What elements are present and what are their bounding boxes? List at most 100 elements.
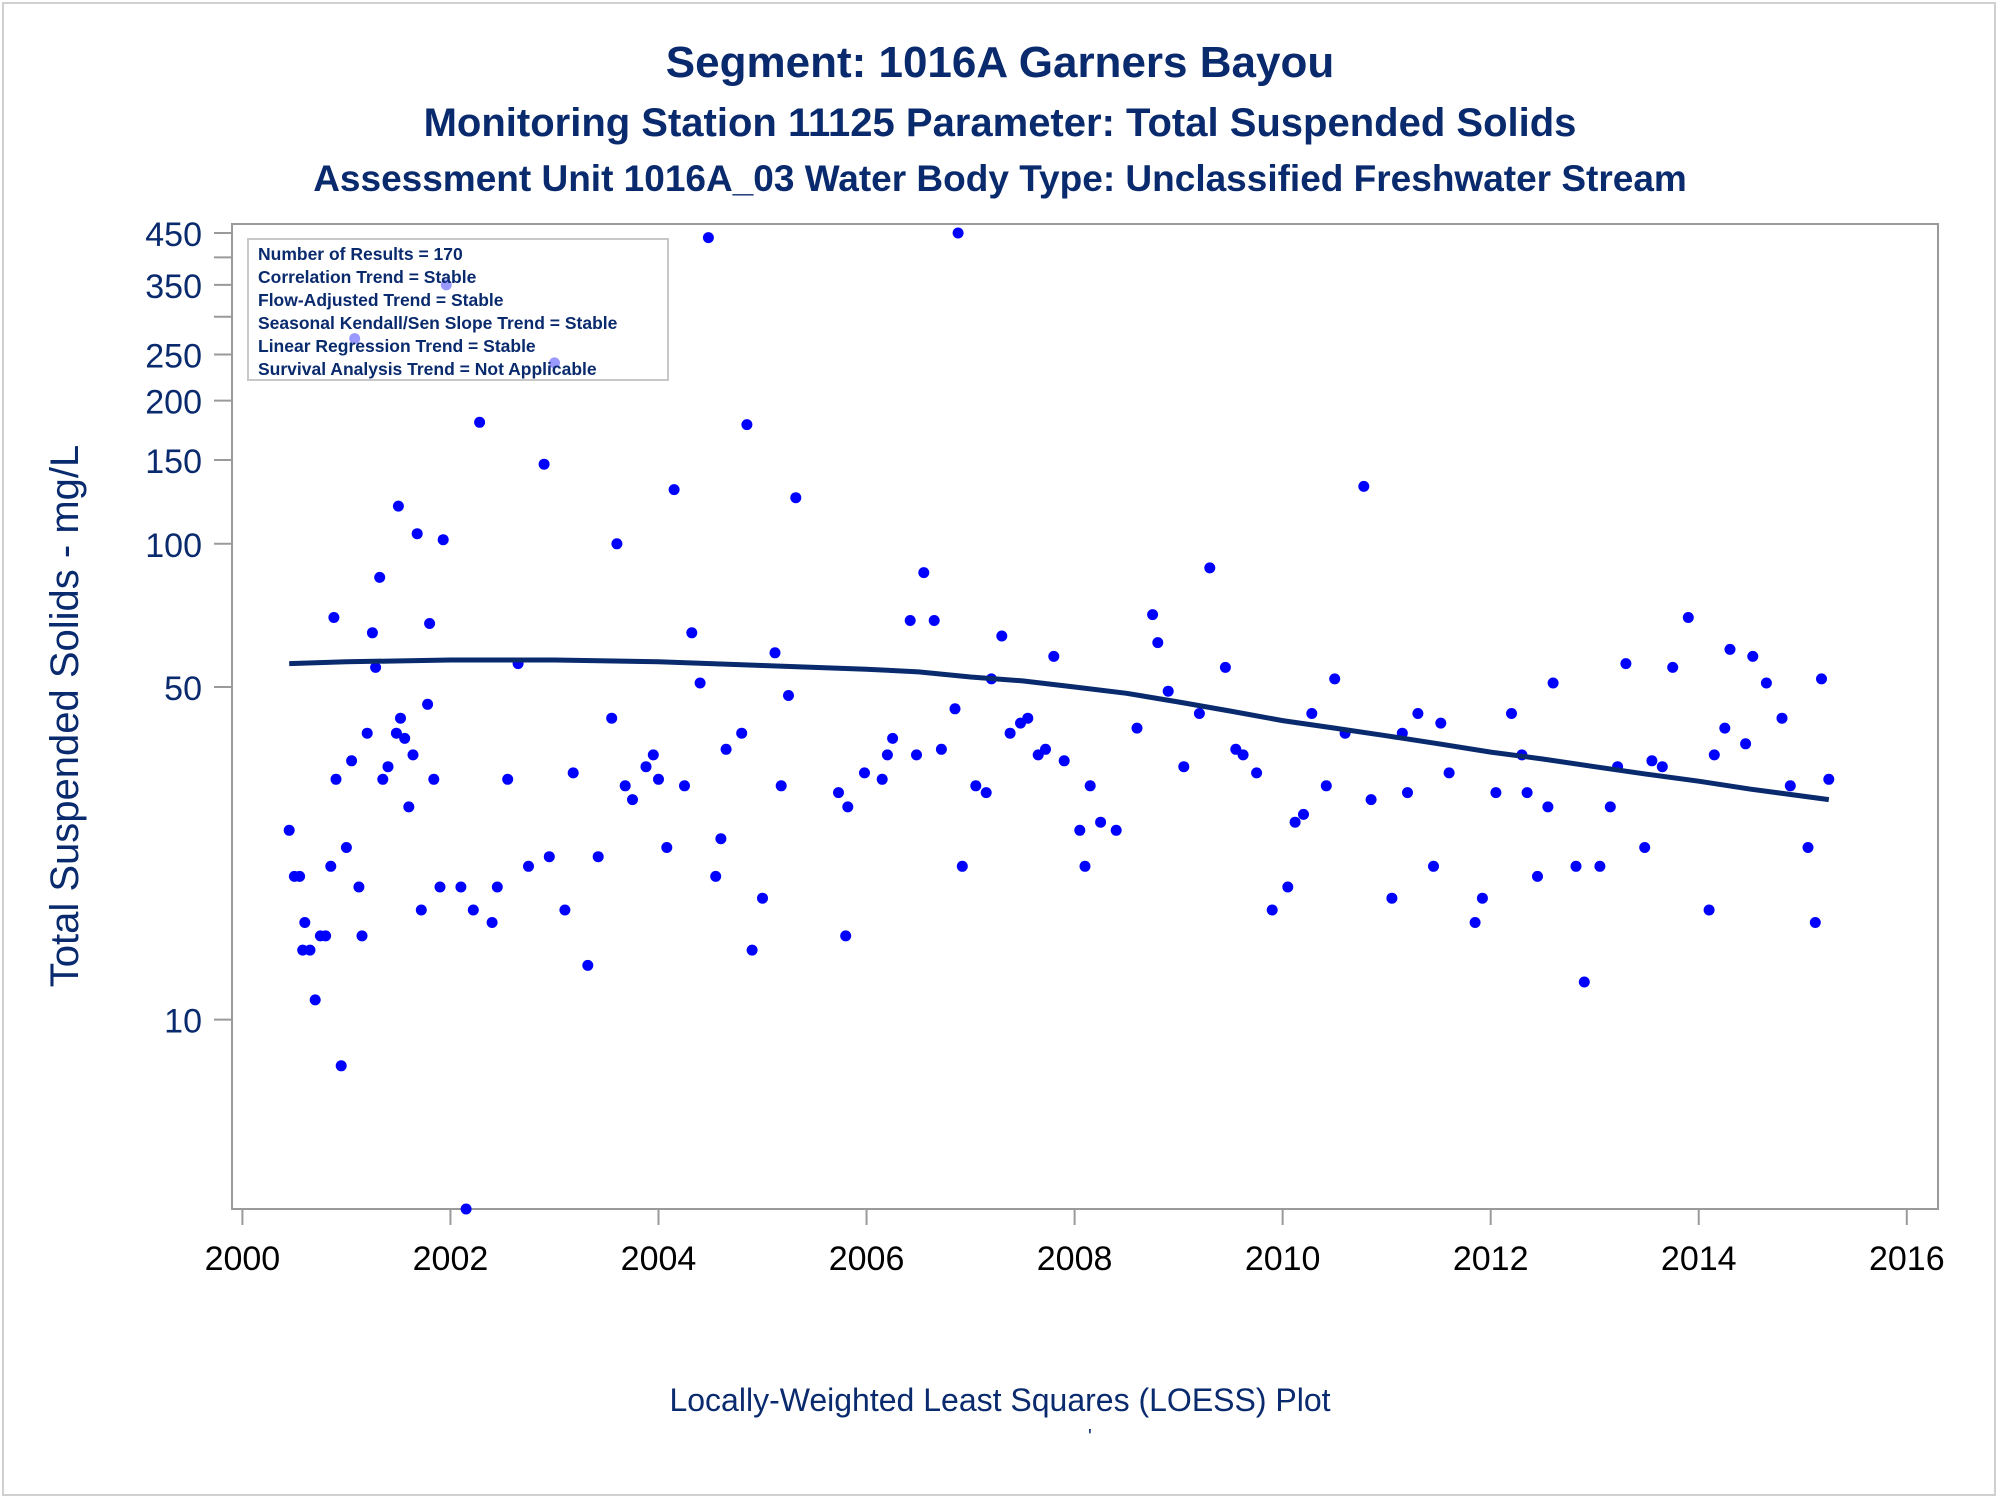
data-point <box>935 743 947 755</box>
data-point <box>1219 661 1231 673</box>
y-tick-label: 100 <box>145 527 202 565</box>
data-point <box>428 773 440 785</box>
data-point <box>1040 743 1051 755</box>
data-point <box>424 618 436 629</box>
data-point <box>679 780 690 792</box>
data-point <box>395 712 406 724</box>
loess-curve <box>289 657 1830 803</box>
data-point <box>374 571 386 583</box>
data-point <box>1708 749 1720 761</box>
data-point <box>1048 650 1060 662</box>
data-point <box>1095 816 1107 828</box>
info-box-line: Linear Regression Trend = Stable <box>258 336 536 356</box>
data-point <box>390 727 402 739</box>
data-point <box>1682 612 1694 623</box>
data-point <box>460 1203 472 1215</box>
data-point <box>840 930 852 942</box>
data-point <box>904 615 916 626</box>
data-point <box>437 534 449 546</box>
data-point <box>1816 673 1827 685</box>
y-tick-label: 200 <box>145 384 202 422</box>
data-point <box>582 959 594 971</box>
info-box-line: Number of Results = 170 <box>258 244 463 264</box>
data-point <box>1724 643 1736 655</box>
data-point <box>1594 860 1606 872</box>
x-tick-label: 2010 <box>1245 1240 1321 1278</box>
x-tick-label: 2000 <box>205 1240 281 1278</box>
data-point <box>491 881 503 893</box>
y-tick-label: 250 <box>145 337 202 375</box>
data-point <box>881 749 893 761</box>
data-point <box>647 749 659 761</box>
data-point <box>606 712 618 724</box>
chart-title: Segment: 1016A Garners Bayou <box>665 38 1335 87</box>
data-point <box>1435 717 1447 729</box>
data-point <box>1719 722 1731 734</box>
data-point <box>876 773 888 785</box>
data-point <box>1620 658 1632 670</box>
data-point <box>1110 824 1122 836</box>
data-point <box>325 860 337 872</box>
x-tick-label: 2014 <box>1661 1240 1737 1278</box>
data-point <box>769 647 781 659</box>
info-box-line: Seasonal Kendall/Sen Slope Trend = Stabl… <box>258 313 618 333</box>
data-points <box>283 227 1835 1215</box>
data-point <box>627 794 638 806</box>
data-point <box>467 904 479 916</box>
data-point <box>1365 794 1377 806</box>
data-point <box>1058 755 1070 767</box>
data-point <box>980 787 992 799</box>
data-point <box>382 761 394 773</box>
data-point <box>1740 738 1752 750</box>
data-point <box>1506 708 1517 719</box>
data-point <box>1178 761 1190 773</box>
data-point <box>283 824 295 836</box>
data-point <box>1521 787 1533 799</box>
data-point <box>619 780 631 792</box>
chart-subtitle-station: Monitoring Station 11125 Parameter: Tota… <box>423 101 1577 145</box>
data-point <box>1147 609 1159 621</box>
data-point <box>1131 722 1143 734</box>
data-point <box>486 917 498 928</box>
x-tick-label: 2012 <box>1453 1240 1529 1278</box>
data-point <box>1542 801 1554 813</box>
data-point <box>790 492 802 504</box>
data-point <box>746 944 758 956</box>
data-point <box>559 904 571 916</box>
y-tick-label: 10 <box>164 1003 202 1041</box>
data-point <box>320 930 332 942</box>
data-point <box>1079 860 1091 872</box>
data-point <box>1776 712 1788 724</box>
data-point <box>842 801 854 813</box>
data-point <box>1646 755 1658 767</box>
data-point <box>1570 860 1582 872</box>
data-point <box>1747 650 1759 662</box>
data-point <box>715 833 727 845</box>
x-tick-label: 2016 <box>1869 1240 1945 1278</box>
data-point <box>1809 917 1821 928</box>
data-point <box>361 727 373 739</box>
data-point <box>328 612 340 623</box>
data-point <box>1703 904 1715 916</box>
assessment-text: Assessment Unit 1016A_03 Water Body Type… <box>313 158 1687 199</box>
data-point <box>668 484 680 496</box>
data-point <box>1428 860 1439 872</box>
data-point <box>294 870 306 882</box>
info-box-line: Survival Analysis Trend = Not Applicable <box>258 359 597 379</box>
info-box-border <box>247 238 669 381</box>
plot-area <box>231 223 1939 1210</box>
y-tick-label: 450 <box>145 216 202 254</box>
data-point <box>918 567 930 579</box>
data-point <box>653 773 664 785</box>
data-point <box>356 930 368 942</box>
data-point <box>1282 881 1294 893</box>
data-point <box>1074 824 1086 836</box>
data-point <box>1760 677 1772 689</box>
data-point <box>392 500 404 512</box>
data-point <box>911 749 922 761</box>
data-point <box>1443 767 1455 779</box>
x-tick-label: 2004 <box>621 1240 697 1278</box>
data-point <box>538 458 550 470</box>
info-box: Number of Results = 170 Correlation Trend… <box>247 238 669 381</box>
